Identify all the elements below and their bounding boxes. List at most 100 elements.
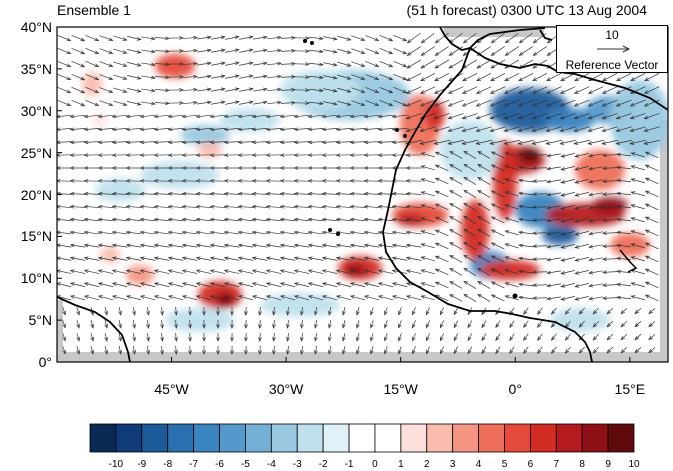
wind-vector-head (122, 89, 128, 93)
wind-vector-head (644, 190, 650, 195)
wind-vector-head (195, 153, 201, 157)
wind-vector-head (193, 87, 198, 92)
wind-vector (504, 126, 520, 132)
wind-vector-head (265, 217, 271, 222)
wind-vector (560, 113, 576, 119)
wind-vector-head (602, 244, 607, 249)
wind-vector (57, 257, 72, 261)
wind-vector-head (620, 309, 625, 315)
wind-vector (253, 88, 267, 92)
wind-vector (267, 49, 281, 53)
wind-vector-head (244, 324, 248, 329)
wind-vector-head (251, 191, 257, 196)
wind-vector-head (223, 191, 229, 196)
wind-vector-head (391, 114, 397, 119)
wind-vector-head (419, 90, 425, 94)
wind-vector (112, 141, 128, 143)
wind-vector-head (504, 178, 510, 182)
wind-vector-head (195, 114, 201, 119)
wind-vector-head (118, 310, 122, 316)
wind-vector (491, 177, 505, 185)
wind-vector (561, 192, 575, 196)
wind-vector-head (449, 242, 454, 246)
wind-vector (439, 307, 445, 315)
wind-vector-head (356, 323, 360, 329)
wind-vector-head (630, 282, 636, 286)
wind-vector (57, 295, 72, 301)
wind-vector (266, 218, 282, 222)
wind-vector-head (398, 349, 402, 355)
wind-vector-head (125, 127, 131, 132)
wind-vector-head (94, 37, 100, 42)
wind-vector (252, 206, 268, 208)
wind-vector (365, 87, 379, 93)
wind-vector-head (223, 127, 229, 132)
wind-vector (532, 126, 548, 132)
wind-vector (98, 128, 114, 130)
wind-vector-head (57, 127, 61, 132)
wind-vector-head (405, 128, 411, 133)
wind-vector-head (181, 204, 187, 209)
wind-vector (645, 164, 659, 172)
wind-vector-head (139, 217, 145, 222)
wind-vector (322, 282, 338, 288)
missing-data-top (444, 27, 544, 37)
colorbar-label: 7 (553, 459, 560, 470)
wind-vector-head (150, 88, 156, 93)
wind-vector (309, 75, 323, 79)
wind-vector (168, 244, 184, 248)
wind-vector (547, 179, 561, 183)
wind-vector-head (125, 114, 131, 119)
wind-vector (631, 295, 645, 301)
wind-vector (182, 102, 198, 104)
wind-vector (126, 128, 142, 130)
wind-vector (252, 257, 268, 261)
wind-vector-head (462, 77, 467, 82)
wind-vector-head (262, 48, 268, 53)
wind-vector (224, 128, 240, 130)
wind-vector-head (293, 166, 299, 170)
wind-vector-head (587, 115, 593, 120)
wind-vector-head (573, 141, 579, 145)
wind-vector-head (449, 268, 454, 272)
wind-vector-head (518, 39, 524, 44)
wind-vector-head (237, 204, 243, 209)
wind-vector (392, 257, 408, 261)
wind-vector (175, 332, 177, 342)
wind-vector (196, 114, 212, 118)
wind-vector-head (434, 242, 440, 247)
wind-vector (420, 59, 436, 69)
wind-vector-head (332, 101, 338, 106)
wind-vector (379, 47, 393, 55)
wind-vector-head (384, 349, 388, 355)
wind-vector-head (153, 217, 159, 222)
wind-vector (308, 270, 324, 274)
wind-vector-head (328, 310, 332, 316)
wind-vector-head (495, 323, 500, 329)
wind-vector-head (291, 74, 296, 79)
colorbar-swatch (348, 423, 376, 453)
wind-vector (378, 206, 394, 208)
wind-vector-head (307, 204, 313, 209)
wind-vector-head (167, 217, 173, 222)
wind-vector-head (251, 282, 257, 286)
wind-vector-head (202, 311, 206, 316)
wind-vector (509, 320, 515, 328)
wind-vector-head (467, 310, 472, 316)
wind-vector-head (165, 101, 170, 106)
wind-vector (467, 320, 473, 328)
wind-vector (238, 128, 254, 130)
wind-vector (168, 257, 184, 261)
wind-vector-head (265, 114, 271, 119)
wind-vector-head (463, 163, 469, 168)
wind-vector-head (629, 141, 635, 145)
wind-vector-head (523, 349, 528, 355)
colorbar-swatch (270, 423, 298, 453)
wind-vector-head (279, 217, 285, 222)
wind-vector-head (248, 87, 254, 92)
wind-vector-head (153, 295, 159, 299)
wind-vector (210, 257, 226, 261)
wind-vector-head (587, 90, 593, 94)
wind-vector (154, 231, 170, 235)
wind-vector (560, 139, 576, 145)
